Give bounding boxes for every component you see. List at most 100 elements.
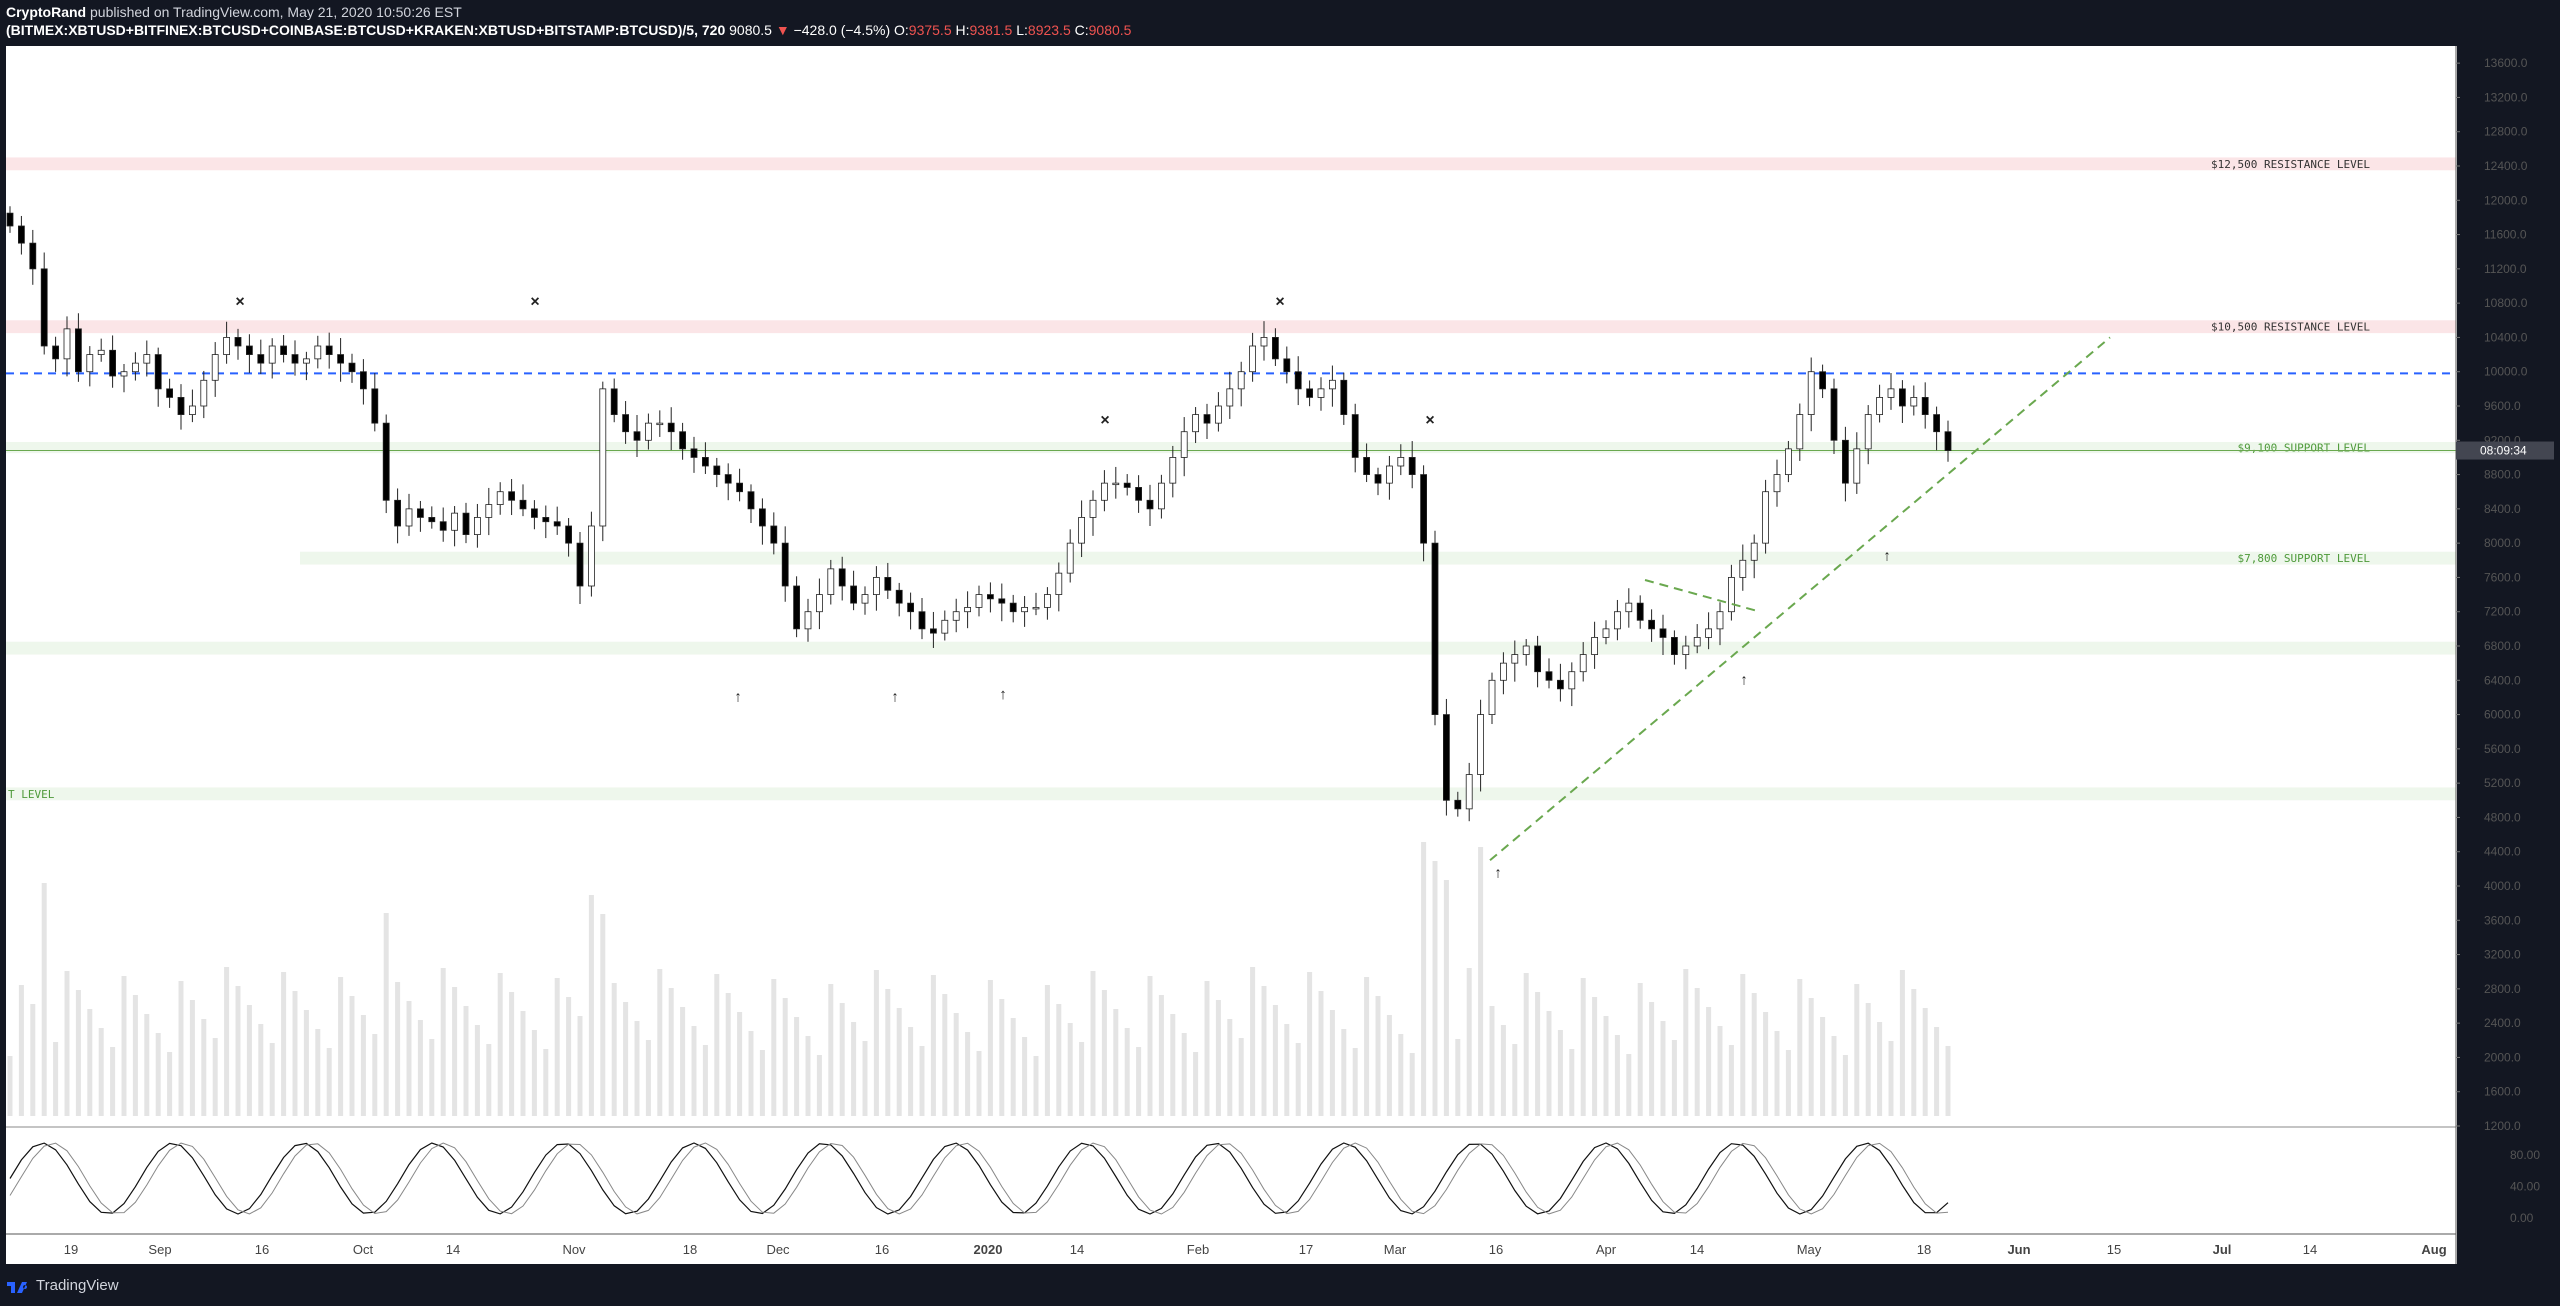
candle-body [713, 465, 721, 475]
footer-bar: TradingView [0, 1267, 2560, 1306]
volume-bar [383, 913, 389, 1116]
candle-body [907, 602, 914, 613]
candle-body [1044, 594, 1051, 608]
author-name[interactable]: CryptoRand [6, 4, 87, 20]
candle-body [690, 448, 698, 458]
volume-bar [155, 1033, 161, 1116]
volume-bar [292, 991, 298, 1116]
volume-bar [372, 1034, 378, 1116]
candle-body [1579, 654, 1587, 673]
candle-body [348, 362, 356, 373]
tradingview-logo-icon[interactable] [6, 1277, 32, 1295]
volume-bar [1865, 1003, 1871, 1116]
candle-body [1294, 371, 1302, 390]
level-zone [6, 320, 2456, 334]
volume-layer [7, 842, 1951, 1116]
candle-body [52, 345, 59, 360]
time-tick-label: 14 [1070, 1242, 1084, 1257]
candle-body [439, 521, 447, 531]
volume-bar [1147, 976, 1153, 1116]
price-tag-box [2456, 441, 2554, 460]
volume-bar [315, 1029, 321, 1116]
volume-bar [1877, 1022, 1883, 1116]
price-tick-label: 12400.0 [2484, 159, 2528, 173]
time-tick-label: Oct [353, 1242, 374, 1257]
cross-marker-icon: × [1275, 294, 1284, 311]
candle-body [451, 512, 459, 531]
chart-area[interactable]: $12,500 RESISTANCE LEVEL $10,500 RESISTAN… [0, 44, 2560, 1267]
candle-body [394, 499, 402, 527]
candle-body [234, 337, 242, 347]
volume-bar [1774, 1031, 1780, 1116]
candle-body [1830, 388, 1838, 441]
volume-bar [1227, 1019, 1233, 1116]
candle-body [40, 268, 48, 347]
volume-bar [452, 987, 458, 1116]
volume-bar [360, 1015, 366, 1116]
candle-body [884, 577, 892, 591]
volume-bar [554, 978, 560, 1116]
symbol-name[interactable]: (BITMEX:XBTUSD+BITFINEX:BTCUSD+COINBASE:… [6, 22, 726, 38]
volume-bar [30, 1004, 36, 1116]
candle-body [793, 585, 800, 630]
open-label: O: [894, 22, 909, 38]
volume-bar [1124, 1028, 1130, 1116]
candle-body [736, 482, 743, 493]
candle-body [75, 328, 82, 373]
zone-label: $7,800 SUPPORT LEVEL [2238, 552, 2371, 565]
candle-body [97, 349, 105, 355]
chart-svg[interactable]: $12,500 RESISTANCE LEVEL $10,500 RESISTAN… [0, 44, 2560, 1267]
volume-bar [41, 883, 47, 1116]
cross-marker-icon: × [235, 294, 244, 311]
price-tick-label: 12800.0 [2484, 125, 2528, 139]
candle-body [1648, 619, 1655, 630]
footer-brand[interactable]: TradingView [36, 1277, 119, 1294]
time-tick-label: Aug [2421, 1242, 2446, 1257]
close-value: 9080.5 [1088, 22, 1132, 38]
volume-bar [1740, 974, 1746, 1116]
arrow-up-marker-icon: ↑ [1494, 864, 1502, 881]
candle-body [188, 405, 196, 415]
candle-body [485, 504, 493, 518]
volume-bar [782, 998, 788, 1116]
price-tick-label: 11600.0 [2484, 228, 2527, 242]
candle-body [1557, 679, 1564, 690]
volume-bar [1329, 1010, 1335, 1116]
candle-body [553, 521, 561, 527]
candle-body [656, 422, 664, 426]
high-label: H: [955, 22, 970, 38]
candle-body [1329, 379, 1336, 390]
volume-bar [1386, 1015, 1392, 1116]
price-tag-label: 08:09:34 [2480, 444, 2527, 458]
candle-body [1135, 487, 1142, 501]
volume-bar [474, 1025, 480, 1116]
volume-bar [588, 895, 594, 1116]
candle-body [827, 568, 835, 595]
time-tick-label: 14 [1690, 1242, 1704, 1257]
candle-body [1397, 457, 1405, 467]
symbol-info: (BITMEX:XBTUSD+BITFINEX:BTCUSD+COINBASE:… [6, 22, 1131, 38]
candle-body [975, 594, 983, 608]
volume-bar [1215, 1000, 1221, 1116]
candle-body [1899, 388, 1906, 407]
time-tick-label: Nov [562, 1242, 586, 1257]
publish-info: CryptoRand published on TradingView.com,… [6, 4, 462, 20]
volume-bar [953, 1013, 959, 1116]
volume-bar [98, 1028, 104, 1116]
price-tick-label: 13600.0 [2484, 56, 2528, 70]
volume-bar [1592, 997, 1598, 1116]
price-tick-label: 6800.0 [2484, 639, 2521, 653]
volume-bar [1683, 969, 1689, 1116]
candle-body [645, 422, 652, 441]
candle-body [1260, 337, 1268, 347]
volume-bar [1899, 970, 1905, 1116]
candle-body [1625, 602, 1633, 613]
high-value: 9381.5 [969, 22, 1013, 38]
volume-bar [1785, 1050, 1791, 1116]
candle-body [1101, 482, 1108, 501]
candle-body [211, 354, 219, 381]
volume-bar [873, 970, 879, 1116]
candle-body [941, 619, 949, 634]
time-tick-label: 2020 [974, 1242, 1003, 1257]
close-label: C: [1074, 22, 1089, 38]
